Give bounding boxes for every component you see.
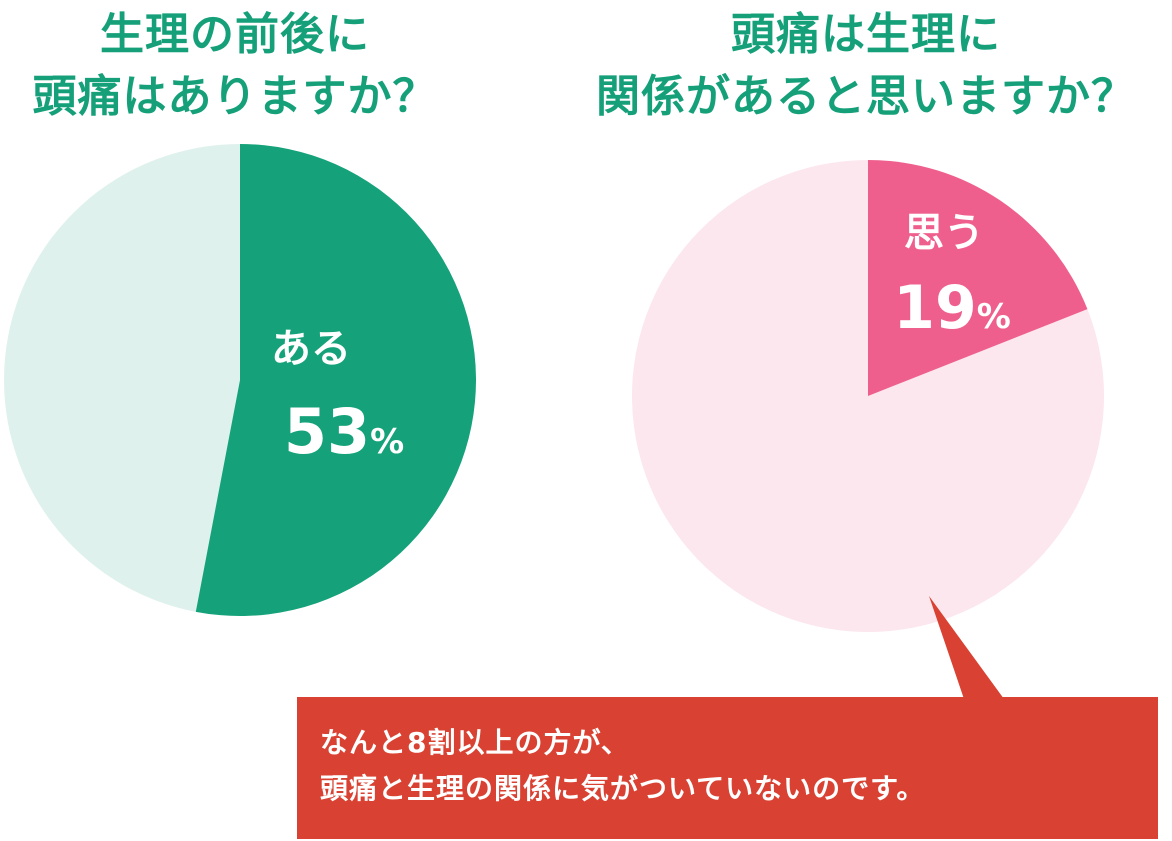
right-pie-slice-value: 19% (893, 273, 1011, 343)
callout-box: なんと8割以上の方が、 頭痛と生理の関係に気がついていないのです。 (297, 697, 1158, 839)
left-pie-slice-label: ある (271, 326, 351, 372)
callout-line1: なんと8割以上の方が、 (320, 726, 630, 759)
left-chart-title-line2: 頭痛はありますか？ (32, 71, 438, 122)
right-chart-title-line1: 頭痛は生理に (731, 9, 1001, 60)
callout-pointer-shape (929, 596, 1004, 699)
left-pie-slice-rest (4, 144, 241, 612)
right-pie-chart: 思う 19% (632, 160, 1105, 632)
right-pie-slice-main (868, 160, 1088, 396)
right-pie-slice-label: 思う (904, 210, 984, 256)
right-chart-title: 頭痛は生理に 関係があると思いますか？ (560, 4, 1172, 128)
left-pie-slice-value: 53% (284, 395, 404, 468)
right-pie-slice-rest (632, 160, 1105, 632)
right-chart-title-line2: 関係があると思いますか？ (596, 71, 1136, 122)
callout-line2: 頭痛と生理の関係に気がついていないのです。 (320, 772, 926, 805)
left-pie-slice-value-number: 53 (284, 395, 370, 468)
left-chart-title: 生理の前後に 頭痛はありますか？ (0, 4, 470, 128)
left-pie-slice-value-unit: % (370, 422, 404, 462)
left-chart-title-line1: 生理の前後に (100, 9, 370, 60)
right-pie-slice-value-unit: % (977, 297, 1011, 337)
left-pie-slice-main (195, 144, 477, 616)
left-pie-chart: ある 53% (4, 144, 477, 616)
right-pie-slice-value-number: 19 (893, 273, 977, 343)
callout-pointer (929, 596, 1004, 699)
